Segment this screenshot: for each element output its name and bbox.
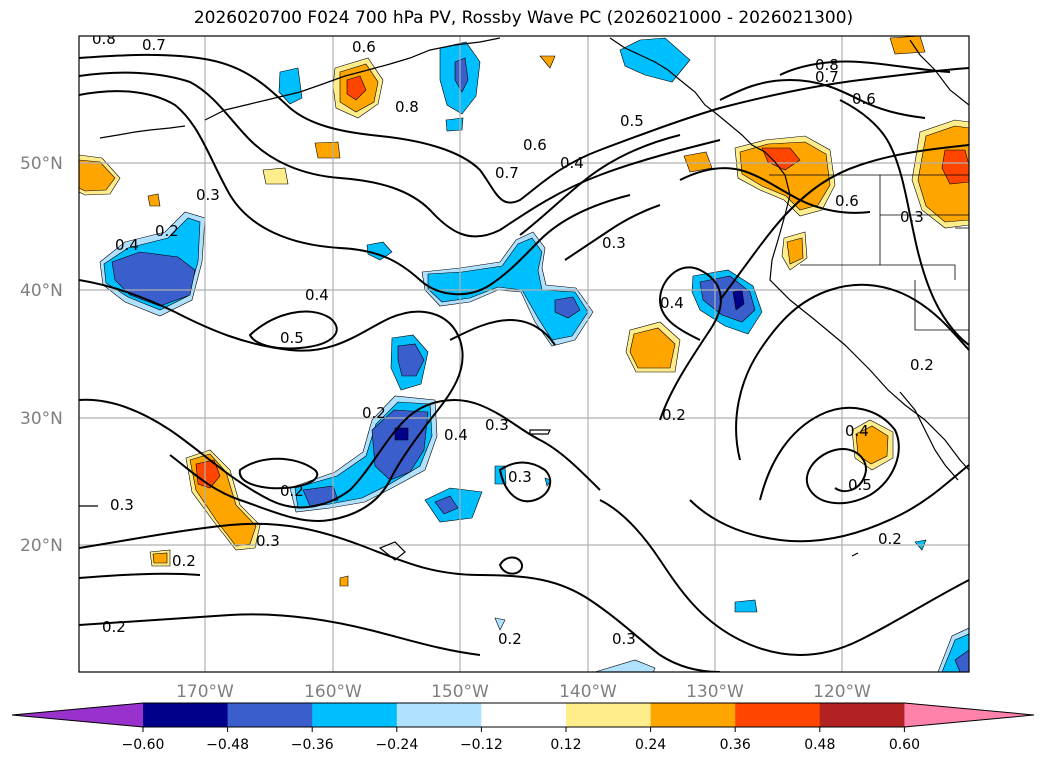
map-frame xyxy=(78,35,970,673)
contour-label: 0.3 xyxy=(196,186,220,204)
map-area: 0.8 0.7 0.6 0.8 0.5 0.6 0.4 0.7 0.3 0.2 … xyxy=(79,30,969,672)
colorbar-tick-label: −0.24 xyxy=(375,737,418,753)
contour-label: 0.4 xyxy=(115,236,139,254)
longitude-labels: 170°W 160°W 150°W 140°W 130°W 120°W xyxy=(176,682,871,702)
colorbar: −0.60 −0.48 −0.36 −0.24 −0.12 0.12 0.24 0.36 0.4… xyxy=(11,702,1035,753)
contour-label: 0.4 xyxy=(305,286,329,304)
contour-label: 0.3 xyxy=(485,416,509,434)
contour-label: 0.2 xyxy=(498,630,522,648)
colorbar-bin xyxy=(227,703,313,727)
colorbar-bin xyxy=(143,703,229,727)
lon-label-130w: 130°W xyxy=(686,682,744,702)
contour-label: 0.4 xyxy=(560,154,584,172)
contour-label: 0.7 xyxy=(815,68,839,86)
contour-label: 0.2 xyxy=(155,222,179,240)
contour-label: 0.3 xyxy=(900,208,924,226)
contour-label: 0.3 xyxy=(508,468,532,486)
colorbar-tick-label: 0.48 xyxy=(804,737,835,753)
lat-label-30n: 30°N xyxy=(20,409,63,429)
contour-label: 0.3 xyxy=(110,496,134,514)
contour-label: 0.2 xyxy=(910,356,934,374)
lon-label-170w: 170°W xyxy=(176,682,234,702)
coastlines xyxy=(79,37,969,561)
contour-label: 0.3 xyxy=(256,532,280,550)
contour-label: 0.2 xyxy=(280,482,304,500)
colorbar-bin xyxy=(312,703,398,727)
colorbar-tick-label: −0.36 xyxy=(291,737,334,753)
contour-label: 0.4 xyxy=(444,426,468,444)
contour-label: 0.5 xyxy=(620,112,644,130)
contour-label: 0.6 xyxy=(523,136,547,154)
colorbar-bin xyxy=(481,703,567,727)
contour-label: 0.3 xyxy=(602,234,626,252)
colorbar-tick-label: 0.60 xyxy=(889,737,920,753)
contour-label: 0.6 xyxy=(852,90,876,108)
contour-label: 0.2 xyxy=(662,406,686,424)
contour-label: 0.6 xyxy=(352,38,376,56)
contour-label: 0.8 xyxy=(815,56,839,74)
map-title: 2026020700 F024 700 hPa PV, Rossby Wave … xyxy=(193,8,854,28)
contour-label: 0.6 xyxy=(835,192,859,210)
colorbar-bin xyxy=(650,703,736,727)
contour-label: 0.2 xyxy=(102,618,126,636)
colorbar-tick-label: 0.24 xyxy=(635,737,666,753)
lon-label-140w: 140°W xyxy=(559,682,617,702)
contour-label: 0.7 xyxy=(142,36,166,54)
colorbar-tick-label: 0.12 xyxy=(550,737,581,753)
colorbar-extend-high xyxy=(904,703,1034,727)
contour-label: 0.2 xyxy=(172,552,196,570)
latitude-labels: 50°N 40°N 30°N 20°N xyxy=(20,154,63,556)
lon-label-120w: 120°W xyxy=(813,682,871,702)
colorbar-tick-label: −0.60 xyxy=(122,737,165,753)
contour-label: 0.5 xyxy=(848,476,872,494)
colorbar-bin xyxy=(819,703,905,727)
colorbar-bin xyxy=(735,703,821,727)
lat-label-20n: 20°N xyxy=(20,536,63,556)
graticule xyxy=(79,36,969,672)
contour-label: 0.2 xyxy=(878,530,902,548)
contour-label: 0.4 xyxy=(845,422,869,440)
colorbar-tick-label: 0.36 xyxy=(720,737,751,753)
contour-label: 0.2 xyxy=(362,404,386,422)
lon-label-150w: 150°W xyxy=(431,682,489,702)
pv-contours xyxy=(79,53,969,672)
contour-labels: 0.8 0.7 0.6 0.8 0.5 0.6 0.4 0.7 0.3 0.2 … xyxy=(92,30,934,648)
lon-label-160w: 160°W xyxy=(304,682,362,702)
contour-label: 0.4 xyxy=(660,294,684,312)
colorbar-tick-label: −0.48 xyxy=(206,737,249,753)
contour-label: 0.8 xyxy=(395,98,419,116)
lat-label-50n: 50°N xyxy=(20,154,63,174)
colorbar-bin xyxy=(396,703,482,727)
contour-label: 0.8 xyxy=(92,30,116,48)
contour-label: 0.3 xyxy=(612,630,636,648)
lat-label-40n: 40°N xyxy=(20,281,63,301)
colorbar-bin xyxy=(566,703,652,727)
colorbar-extend-low xyxy=(12,703,143,727)
colorbar-tick-label: −0.12 xyxy=(460,737,503,753)
contour-label: 0.7 xyxy=(495,164,519,182)
contour-label: 0.5 xyxy=(280,329,304,347)
